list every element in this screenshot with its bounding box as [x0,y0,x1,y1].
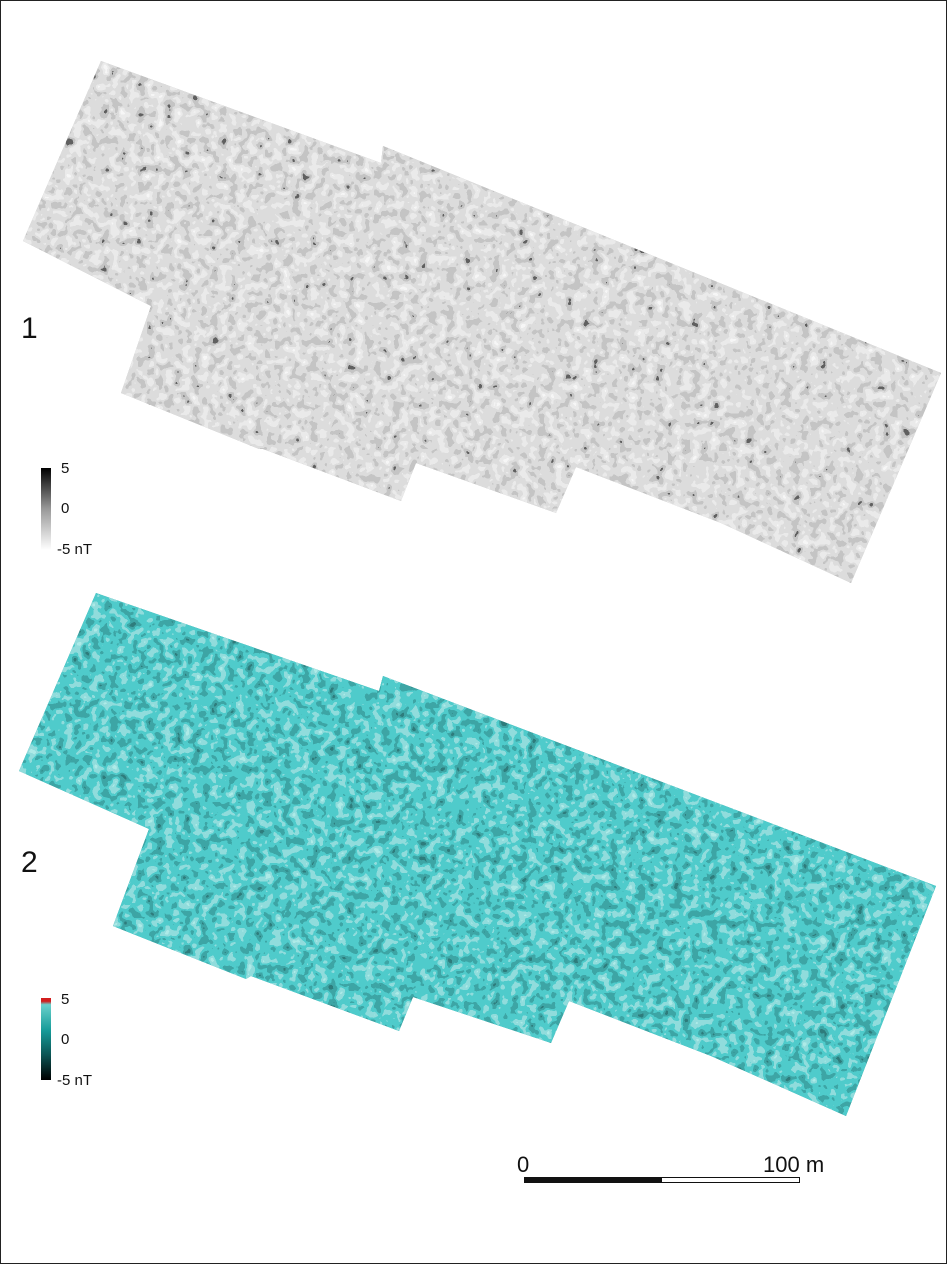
legend2-max-label: 5 [61,991,70,1008]
scale-bar-filled-segment [525,1178,662,1182]
scale-bar-end-label: 100 m [763,1152,825,1177]
legend2-min-label: -5 nT [57,1072,93,1089]
color-legend-bar [41,998,51,1080]
legend1-mid-label: 0 [61,500,70,517]
legend2-mid-label: 0 [61,1031,70,1048]
grayscale-legend-bar [41,468,51,550]
scale-bar [524,1177,800,1183]
panel-label-2: 2 [21,846,38,879]
panel-label-1: 1 [21,312,38,345]
legend1-min-label: -5 nT [57,541,93,558]
scale-bar-start-label: 0 [517,1152,530,1177]
legend1-max-label: 5 [61,460,70,477]
